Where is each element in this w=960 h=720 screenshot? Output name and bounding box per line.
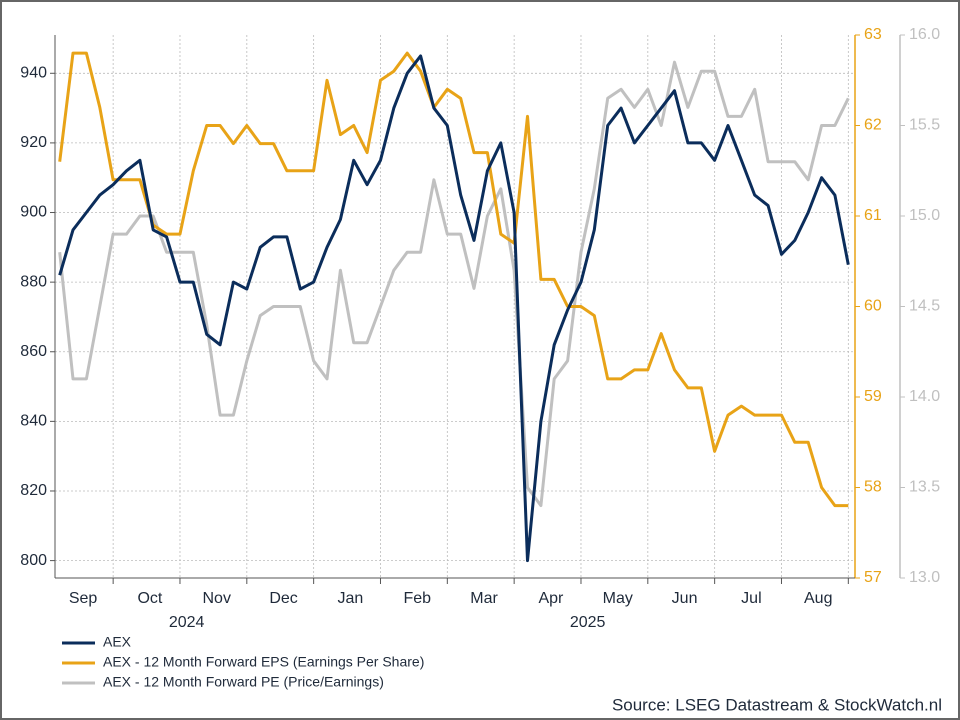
y-tick-label: 16.0	[909, 26, 940, 43]
y-tick-label: 880	[20, 273, 47, 290]
y-tick-label: 940	[20, 65, 47, 82]
y-tick-label: 13.0	[909, 569, 940, 586]
y-tick-label: 13.5	[909, 479, 940, 496]
x-tick-label: Apr	[538, 590, 564, 607]
x-tick-label: Sep	[69, 590, 98, 607]
y-tick-label: 59	[864, 388, 882, 405]
x-tick-label: Oct	[137, 590, 162, 607]
legend-label: AEX - 12 Month Forward PE (Price/Earning…	[103, 674, 384, 690]
x-tick-label: Nov	[203, 590, 231, 607]
y-tick-label: 800	[20, 552, 47, 569]
source: Source: LSEG Datastream & StockWatch.nl	[612, 695, 942, 714]
y-tick-label: 820	[20, 482, 47, 499]
series-line	[58, 60, 850, 508]
legend-label: AEX - 12 Month Forward EPS (Earnings Per…	[103, 654, 424, 670]
x-tick-label: Mar	[470, 590, 498, 607]
year-label: 2024	[169, 614, 205, 631]
y-tick-label: 14.0	[909, 388, 940, 405]
x-tick-label: May	[603, 590, 633, 607]
y-tick-label: 62	[864, 117, 882, 134]
x-tick-label: Jul	[741, 590, 761, 607]
series-line	[58, 51, 849, 508]
y-tick-label: 61	[864, 207, 882, 224]
y-tick-label: 57	[864, 569, 882, 586]
y-tick-label: 840	[20, 413, 47, 430]
y-tick-label: 15.0	[909, 207, 940, 224]
legend-label: AEX	[103, 634, 132, 650]
x-tick-label: Dec	[269, 590, 297, 607]
x-tick-label: Jan	[338, 590, 364, 607]
year-label: 2025	[570, 614, 606, 631]
y-tick-label: 860	[20, 343, 47, 360]
x-tick-label: Aug	[804, 590, 832, 607]
y-tick-label: 58	[864, 479, 882, 496]
x-tick-label: Feb	[403, 590, 431, 607]
y-tick-label: 60	[864, 298, 882, 315]
y-tick-label: 63	[864, 26, 882, 43]
y-tick-label: 15.5	[909, 117, 940, 134]
x-tick-label: Jun	[672, 590, 698, 607]
y-tick-label: 920	[20, 134, 47, 151]
y-tick-label: 900	[20, 204, 47, 221]
y-tick-label: 14.5	[909, 298, 940, 315]
series-line	[58, 54, 850, 563]
